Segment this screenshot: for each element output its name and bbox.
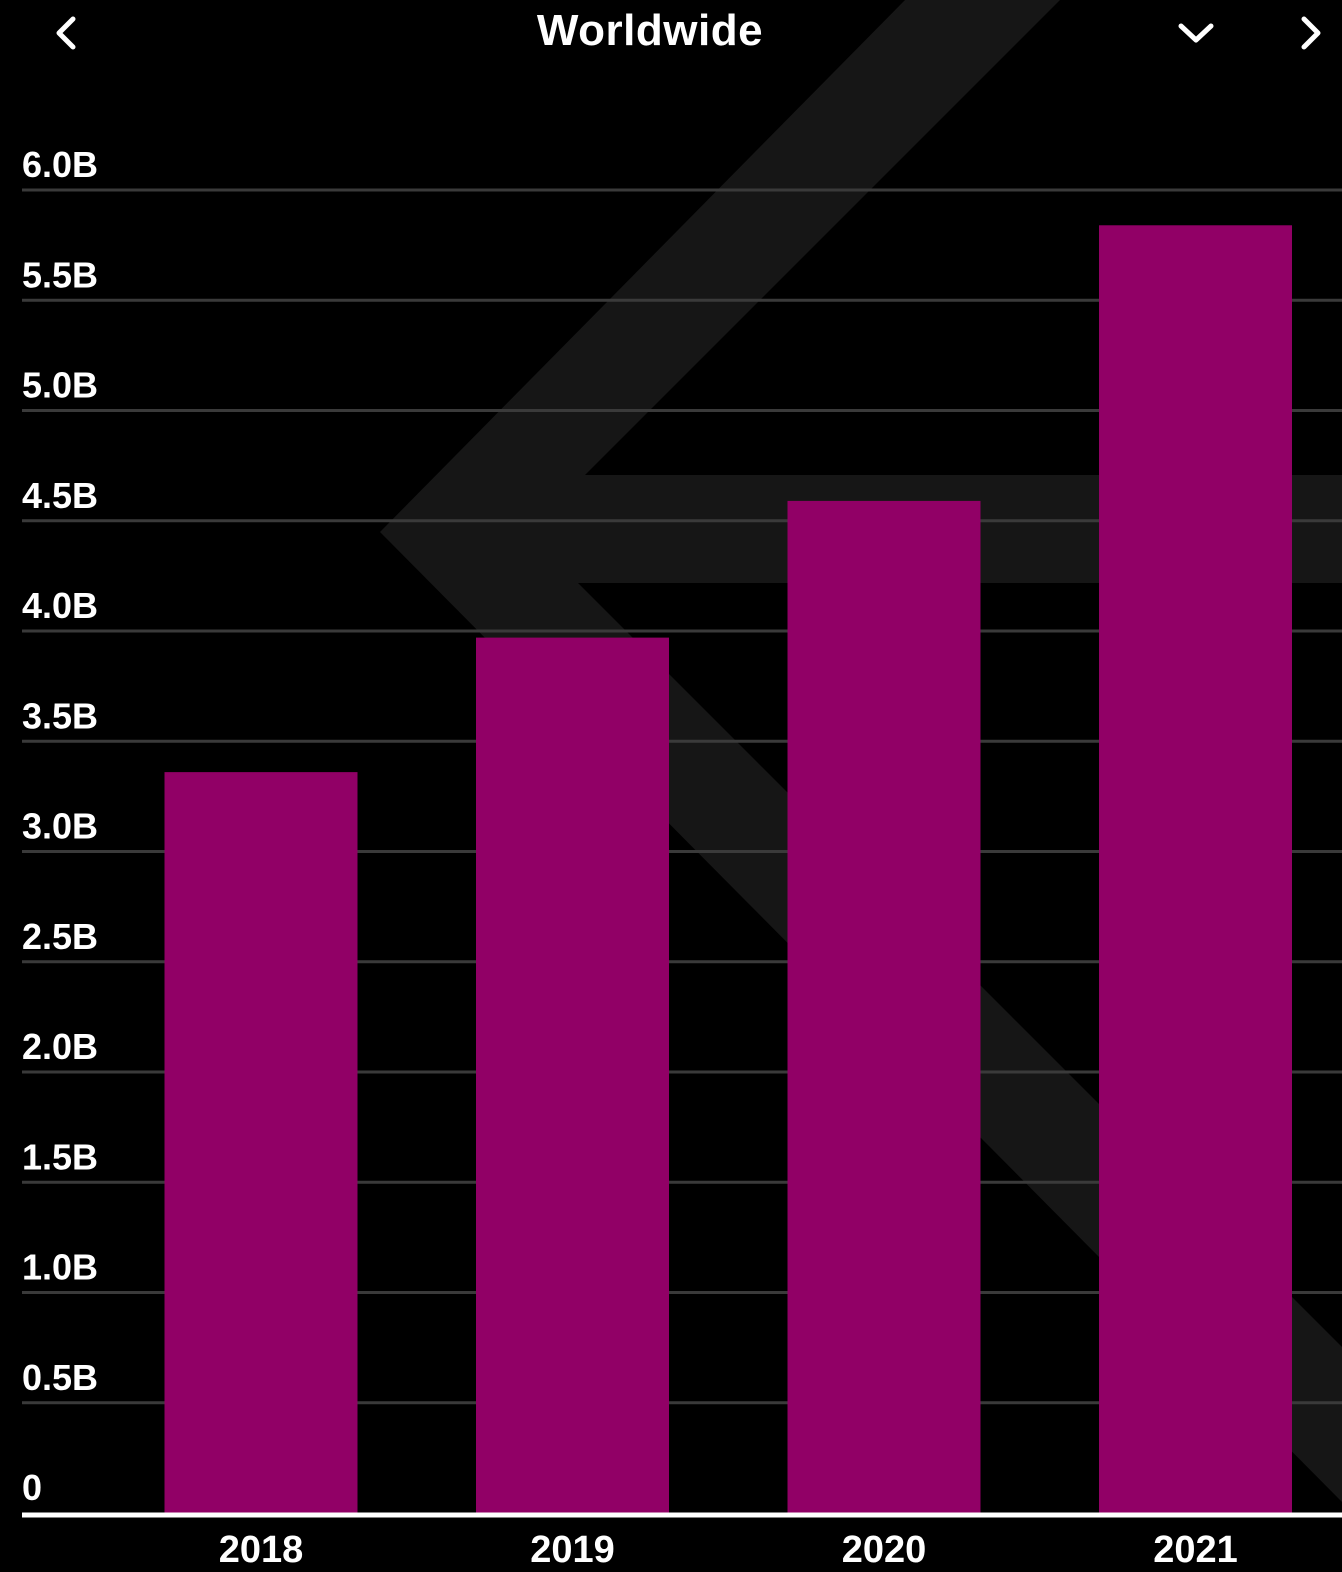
x-tick-label: 2019 [530,1529,615,1571]
page-title: Worldwide [536,6,764,55]
back-button[interactable] [35,5,95,65]
header: Worldwide [0,0,1342,80]
x-tick-label: 2020 [842,1529,927,1571]
y-tick-label: 0 [22,1467,42,1508]
bar-2021 [1099,225,1292,1513]
bars [164,225,1292,1513]
chevron-right-icon [1298,15,1326,56]
x-tick-labels: 2018 2019 2020 2021 [219,1529,1238,1571]
bar-2019 [476,637,669,1513]
y-tick-label: 0.5B [22,1357,98,1398]
y-tick-label: 1.5B [22,1136,98,1177]
y-tick-label: 3.5B [22,695,98,736]
forward-button[interactable] [1282,5,1342,65]
bar-2020 [787,500,981,1513]
y-tick-label: 6.0B [22,144,98,185]
y-tick-label: 5.5B [22,254,98,295]
y-tick-label: 5.0B [22,365,98,406]
bar-2018 [164,772,358,1513]
y-tick-label: 4.0B [22,585,98,626]
chevron-left-icon [51,15,79,56]
region-dropdown-button[interactable] [1166,5,1226,65]
y-tick-label: 3.0B [22,806,98,847]
y-tick-labels: 0 0.5B 1.0B 1.5B 2.0B 2.5B 3.0B 3.5B 4.0B 4.5B 5.0… [22,144,98,1508]
y-tick-label: 2.5B [22,916,98,957]
y-tick-label: 4.5B [22,475,98,516]
y-tick-label: 2.0B [22,1026,98,1067]
y-tick-label: 1.0B [22,1247,98,1288]
x-tick-label: 2018 [219,1529,304,1571]
x-tick-label: 2021 [1153,1529,1238,1571]
chevron-down-icon [1176,20,1216,51]
